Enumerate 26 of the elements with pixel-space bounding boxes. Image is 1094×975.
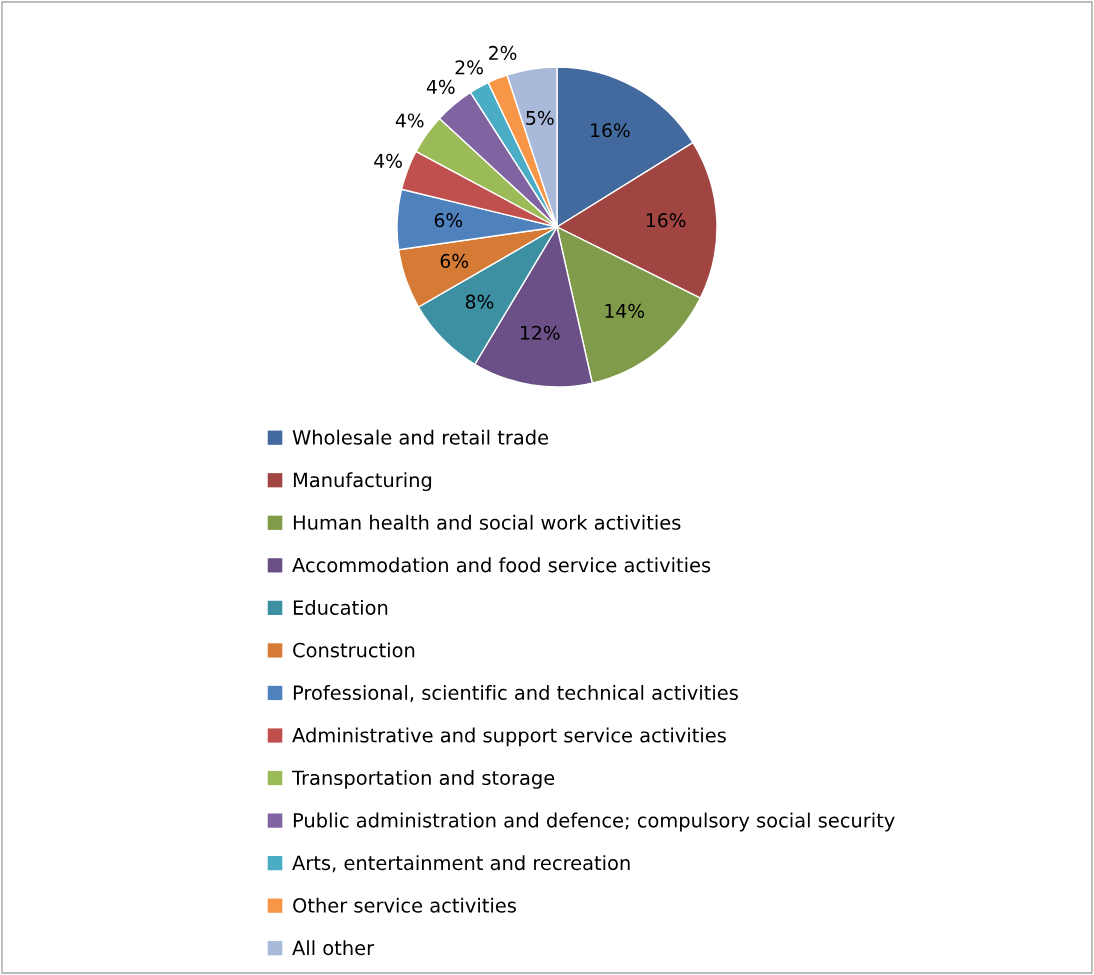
legend-label: Education xyxy=(293,599,388,615)
data-label: 12% xyxy=(521,325,560,340)
data-label: 16% xyxy=(591,123,630,138)
legend-label: Other service activities xyxy=(293,897,516,913)
data-label: 14% xyxy=(605,303,645,318)
legend-label: Wholesale and retail trade xyxy=(292,429,549,445)
data-label: 2% xyxy=(489,45,517,61)
data-label: 6% xyxy=(440,253,469,269)
data-label: 4% xyxy=(395,113,424,128)
legend-label: Human health and social work activities xyxy=(293,514,681,530)
data-label: 4% xyxy=(374,153,402,168)
data-label: 6% xyxy=(434,213,463,228)
data-label: 5% xyxy=(526,110,554,126)
legend-label: Public administration and defence; compulsory social security xyxy=(293,812,895,832)
legend-label: Professional, scientific and technical activities xyxy=(293,684,738,702)
legend-label: Administrative and support service activities xyxy=(292,727,726,747)
data-label: 4% xyxy=(426,79,455,94)
legend-label: Construction xyxy=(293,642,415,658)
legend-label: Transportation and storage xyxy=(291,770,555,789)
legend-label: Manufacturing xyxy=(293,472,432,492)
legend-label: Accommodation and food service activities xyxy=(292,557,711,573)
legend-label: Arts, entertainment and recreation xyxy=(292,855,630,873)
data-label: 8% xyxy=(465,294,494,309)
legend-label: All other xyxy=(292,940,375,956)
data-label: 16% xyxy=(646,213,686,228)
data-label: 2% xyxy=(455,60,483,75)
